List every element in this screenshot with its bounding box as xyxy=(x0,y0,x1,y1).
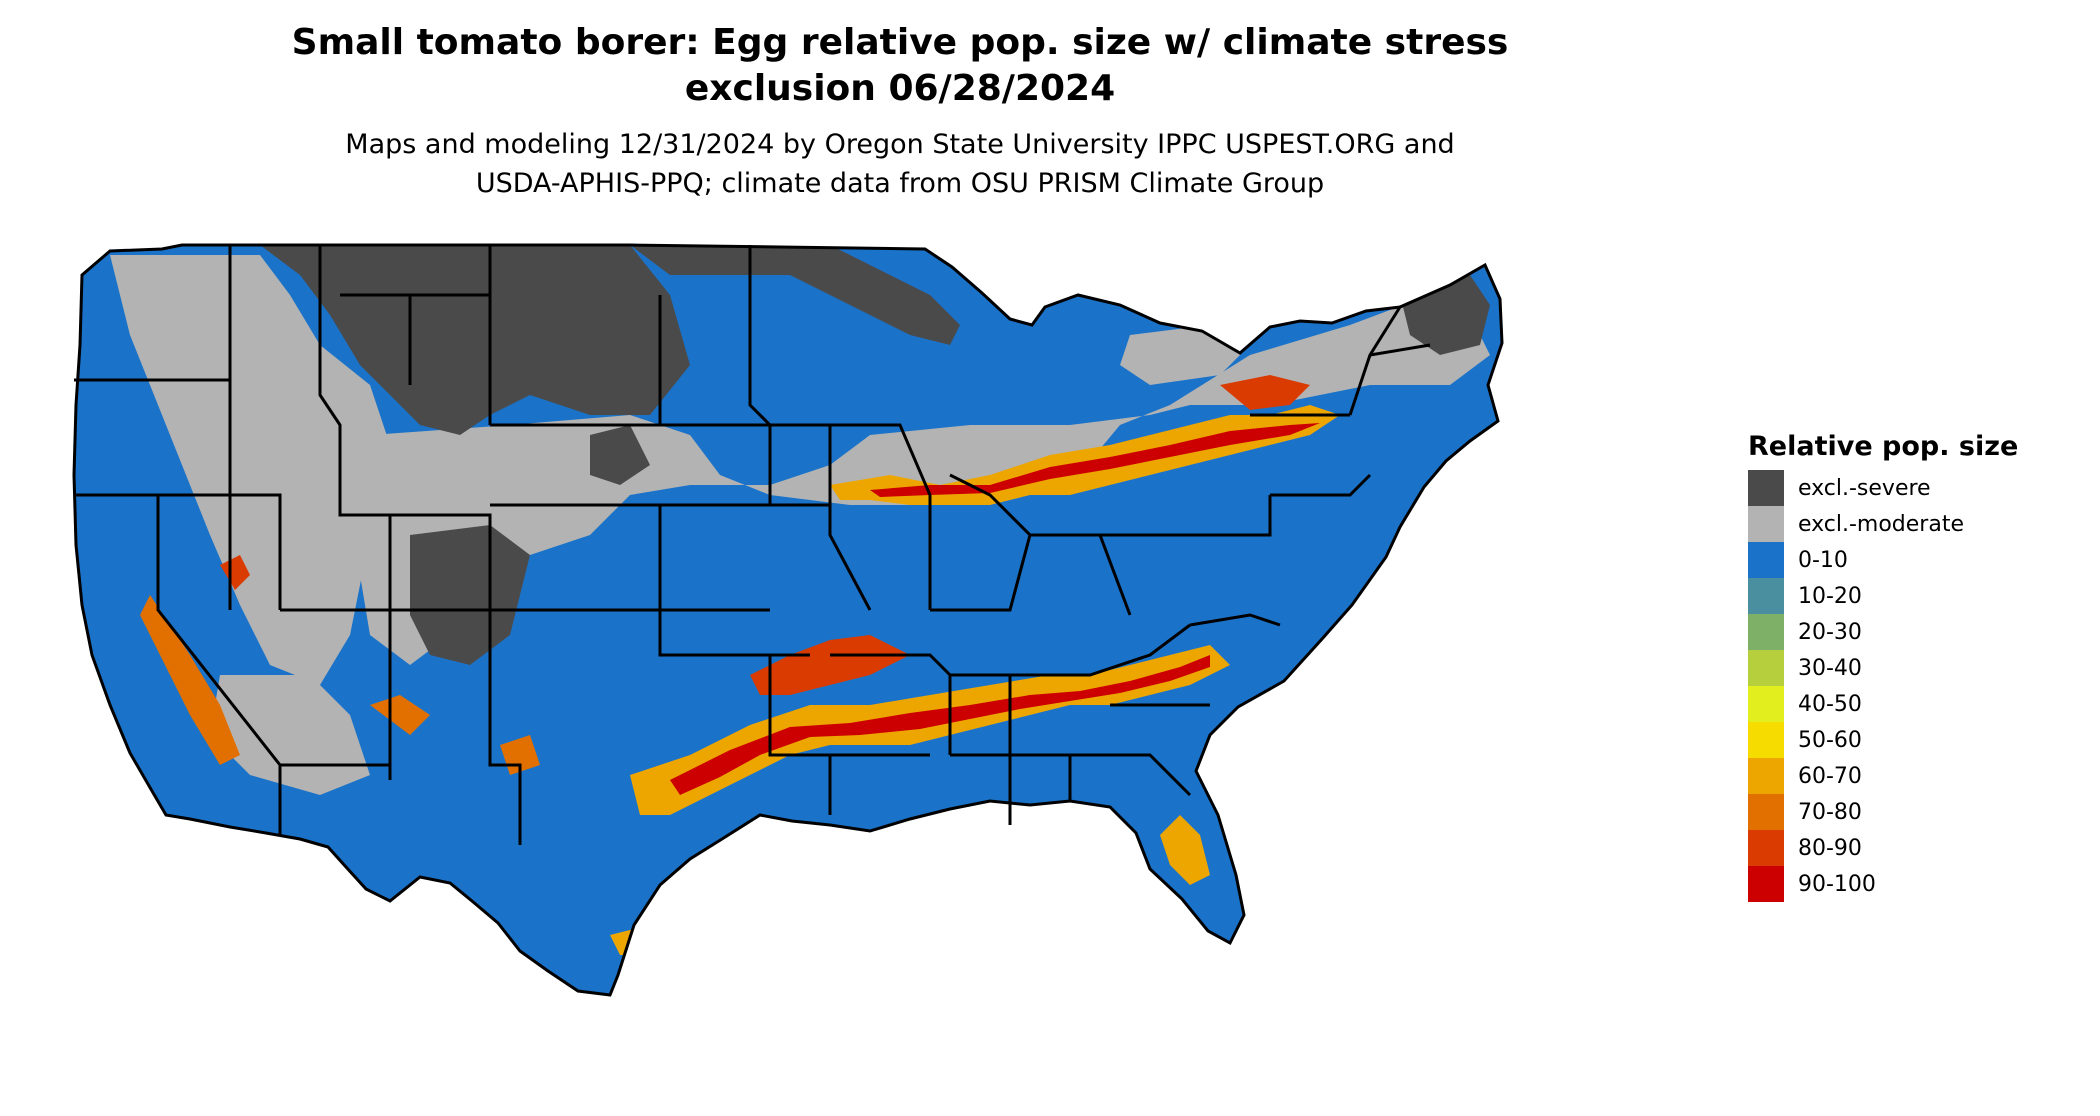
legend-item: excl.-moderate xyxy=(1748,506,2078,542)
legend-swatch xyxy=(1748,830,1784,866)
legend-title: Relative pop. size xyxy=(1748,431,2019,462)
legend-item: 10-20 xyxy=(1748,578,2078,614)
legend-label: 50-60 xyxy=(1798,727,1862,753)
us-map xyxy=(72,243,1504,997)
legend-items: excl.-severe excl.-moderate 0-10 10-20 20-30… xyxy=(1748,470,2078,902)
legend-item: 20-30 xyxy=(1748,614,2078,650)
map-subtitle: Maps and modeling 12/31/2024 by Oregon S… xyxy=(170,125,1630,203)
legend-label: 70-80 xyxy=(1798,799,1862,825)
legend-item: excl.-severe xyxy=(1748,470,2078,506)
legend-item: 50-60 xyxy=(1748,722,2078,758)
legend-item: 40-50 xyxy=(1748,686,2078,722)
legend-label: 10-20 xyxy=(1798,583,1862,609)
legend-item: 60-70 xyxy=(1748,758,2078,794)
legend-item: 30-40 xyxy=(1748,650,2078,686)
legend-label: 20-30 xyxy=(1798,619,1862,645)
legend-swatch xyxy=(1748,722,1784,758)
legend-swatch xyxy=(1748,758,1784,794)
legend-swatch xyxy=(1748,794,1784,830)
legend-swatch xyxy=(1748,614,1784,650)
legend-swatch xyxy=(1748,578,1784,614)
title-line-2: exclusion 06/28/2024 xyxy=(684,68,1116,109)
legend: Relative pop. size excl.-severe excl.-mod… xyxy=(1748,430,2078,902)
legend-label: 30-40 xyxy=(1798,655,1862,681)
legend-swatch xyxy=(1748,650,1784,686)
subtitle-line-1: Maps and modeling 12/31/2024 by Oregon S… xyxy=(345,129,1455,160)
title-line-1: Small tomato borer: Egg relative pop. si… xyxy=(291,22,1509,63)
legend-item: 90-100 xyxy=(1748,866,2078,902)
legend-label: 90-100 xyxy=(1798,871,1876,897)
legend-label: 60-70 xyxy=(1798,763,1862,789)
subtitle-line-2: USDA-APHIS-PPQ; climate data from OSU PR… xyxy=(475,168,1325,199)
legend-swatch xyxy=(1748,542,1784,578)
legend-item: 0-10 xyxy=(1748,542,2078,578)
legend-swatch xyxy=(1748,686,1784,722)
legend-label: excl.-severe xyxy=(1798,475,1931,501)
legend-label: 80-90 xyxy=(1798,835,1862,861)
legend-item: 70-80 xyxy=(1748,794,2078,830)
map-title: Small tomato borer: Egg relative pop. si… xyxy=(170,20,1630,112)
legend-label: 40-50 xyxy=(1798,691,1862,717)
legend-item: 80-90 xyxy=(1748,830,2078,866)
legend-label: excl.-moderate xyxy=(1798,511,1964,537)
legend-swatch xyxy=(1748,470,1784,506)
legend-swatch xyxy=(1748,506,1784,542)
legend-label: 0-10 xyxy=(1798,547,1848,573)
legend-swatch xyxy=(1748,866,1784,902)
